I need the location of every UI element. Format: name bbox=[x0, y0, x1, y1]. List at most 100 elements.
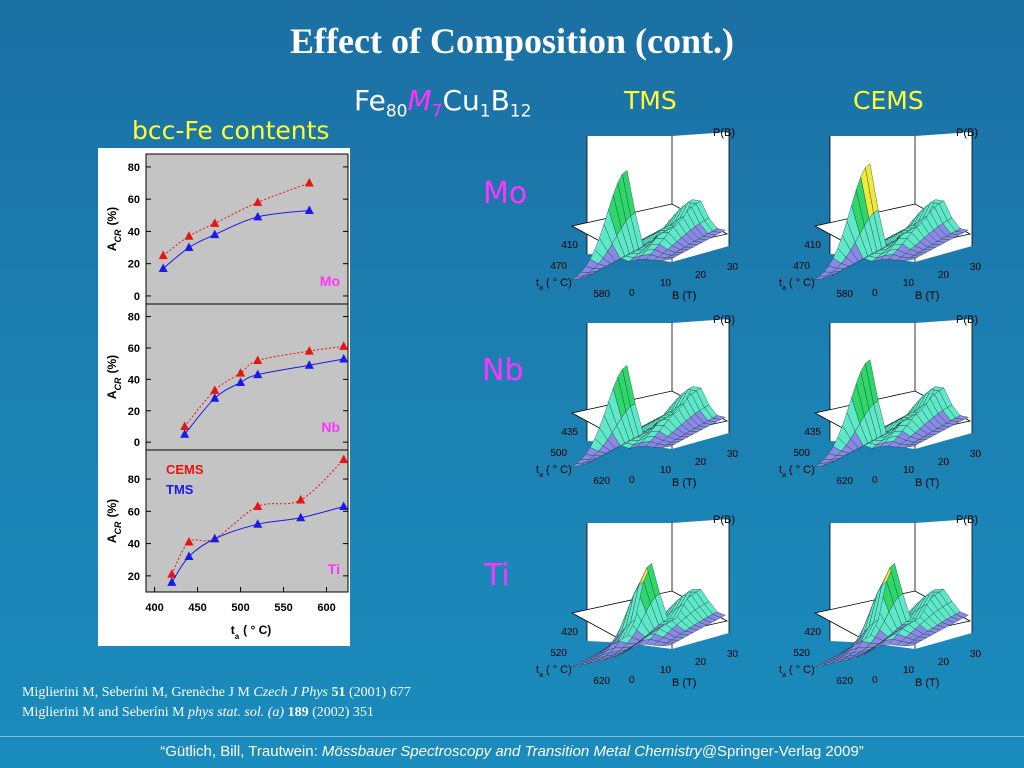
panel-frame bbox=[145, 303, 349, 451]
data-point-cems bbox=[184, 231, 194, 240]
ta-label-sub: a bbox=[539, 672, 543, 679]
surface-cell bbox=[955, 228, 969, 233]
surface-mesh bbox=[814, 359, 969, 468]
y-tick-label: 40 bbox=[128, 374, 140, 386]
data-point-tms bbox=[184, 551, 194, 560]
data-point-tms bbox=[236, 377, 246, 386]
y-tick-label: 40 bbox=[128, 226, 140, 238]
ta-tick-label: 435 bbox=[561, 427, 578, 438]
ta-axis-label: ta( ° C) bbox=[779, 464, 815, 479]
z-axis-label: P(B) bbox=[956, 127, 978, 139]
x-label-main: t bbox=[231, 623, 235, 637]
data-point-cems bbox=[253, 355, 263, 365]
footer-citation: “Gütlich, Bill, Trautwein: Mössbauer Spe… bbox=[160, 743, 864, 760]
b-tick-label: 10 bbox=[903, 665, 915, 676]
ta-label-sub: a bbox=[539, 285, 543, 292]
surface-cell bbox=[712, 415, 726, 420]
b-tick-label: 30 bbox=[970, 449, 982, 460]
z-axis-label: P(B) bbox=[956, 514, 978, 526]
legend-cems: CEMS bbox=[166, 462, 204, 477]
surface-mesh bbox=[814, 563, 969, 668]
data-point-cems bbox=[180, 421, 190, 430]
surface-cell bbox=[571, 662, 585, 668]
ta-tick-label: 410 bbox=[561, 240, 578, 251]
data-point-cems bbox=[304, 346, 314, 355]
data-point-tms bbox=[167, 577, 177, 586]
y-tick-label: 20 bbox=[128, 571, 140, 583]
b-tick-label: 0 bbox=[872, 288, 878, 299]
surface-plot-mo-cems: P(B) 0 10 20 30 B (T) 410 470 580 ta( ° C) bbox=[779, 127, 982, 302]
data-point-cems bbox=[339, 454, 349, 464]
surface-mesh bbox=[571, 365, 726, 468]
z-axis-label: P(B) bbox=[713, 314, 735, 326]
y-label-unit: (%) bbox=[105, 355, 119, 374]
data-point-tms bbox=[304, 205, 314, 214]
data-point-tms bbox=[253, 211, 263, 221]
b-tick-label: 0 bbox=[629, 675, 635, 686]
bcc-fe-heading: bcc-Fe contents bbox=[132, 116, 330, 145]
y-label-main: A bbox=[105, 390, 119, 399]
b-tick-label: 10 bbox=[660, 278, 672, 289]
ta-label-sub: a bbox=[539, 472, 543, 479]
ta-label-unit: ( ° C) bbox=[789, 664, 815, 676]
b-tick-label: 30 bbox=[727, 449, 739, 460]
x-label-sub: a bbox=[235, 632, 240, 641]
panel-nb: 0 20 40 60 80 ACR (%) Nb bbox=[105, 303, 349, 451]
b-tick-label: 30 bbox=[727, 649, 739, 660]
alloy-formula: Fe80M7Cu1B12 bbox=[354, 84, 532, 122]
y-label-main: A bbox=[105, 534, 119, 543]
data-point-tms bbox=[158, 263, 168, 273]
data-point-cems bbox=[253, 197, 263, 206]
b-axis-label: B (T) bbox=[672, 290, 696, 302]
b-tick-label: 20 bbox=[938, 657, 950, 668]
b-axis-label: B (T) bbox=[915, 290, 939, 302]
column-heading-cems: CEMS bbox=[853, 86, 924, 115]
panel-ti: 20 40 60 80 ACR (%) Ti CEMS TMS 400 450 500 550 600 ta… bbox=[105, 449, 349, 641]
data-point-cems bbox=[339, 341, 349, 350]
ta-tick-label: 520 bbox=[550, 648, 567, 659]
ta-label-unit: ( ° C) bbox=[546, 664, 572, 676]
y-tick-label: 20 bbox=[128, 406, 140, 418]
y-axis-label: ACR (%) bbox=[105, 207, 123, 251]
x-tick-label: 550 bbox=[274, 602, 292, 614]
ta-tick-label: 420 bbox=[561, 627, 578, 638]
data-point-cems bbox=[184, 536, 194, 546]
ta-tick-label: 470 bbox=[793, 261, 810, 272]
data-point-cems bbox=[304, 178, 314, 187]
b-tick-label: 10 bbox=[660, 465, 672, 476]
ta-label-main: t bbox=[779, 664, 782, 676]
x-tick-label: 500 bbox=[231, 602, 249, 614]
y-tick-label: 60 bbox=[128, 194, 140, 206]
ta-axis-label: ta( ° C) bbox=[536, 464, 572, 479]
references: Miglierini M, Seberíni M, Grenèche J M C… bbox=[22, 683, 411, 723]
panel-label: Ti bbox=[328, 561, 340, 577]
b-tick-label: 10 bbox=[660, 665, 672, 676]
ta-tick-label: 620 bbox=[593, 476, 610, 487]
data-point-tms bbox=[210, 393, 220, 402]
ta-label-unit: ( ° C) bbox=[789, 464, 815, 476]
ta-axis-label: ta( ° C) bbox=[779, 664, 815, 679]
b-axis-label: B (T) bbox=[672, 677, 696, 689]
surface-cell bbox=[955, 611, 969, 618]
ta-tick-label: 410 bbox=[804, 240, 821, 251]
slide-title: Effect of Composition (cont.) bbox=[290, 21, 734, 61]
surface-plot-ti-cems: P(B) 0 10 20 30 B (T) 420 520 620 ta( ° C) bbox=[779, 514, 982, 689]
panel-frame bbox=[145, 153, 349, 305]
b-tick-label: 0 bbox=[872, 675, 878, 686]
ta-label-unit: ( ° C) bbox=[546, 464, 572, 476]
z-axis-label: P(B) bbox=[956, 314, 978, 326]
b-tick-label: 30 bbox=[970, 649, 982, 660]
y-tick-label: 80 bbox=[128, 162, 140, 174]
ta-label-sub: a bbox=[782, 472, 786, 479]
x-tick-label: 450 bbox=[188, 602, 206, 614]
data-point-cems bbox=[158, 250, 168, 260]
x-tick-label: 600 bbox=[317, 602, 335, 614]
bcc-fe-contents-chart: 020406080ACR(%)Mo020406080ACR(%)Nb204060… bbox=[98, 148, 350, 646]
surface-cell bbox=[712, 611, 726, 618]
column-heading-tms: TMS bbox=[624, 86, 677, 115]
b-tick-label: 20 bbox=[695, 270, 707, 281]
data-point-tms bbox=[210, 533, 220, 543]
surface-mesh bbox=[571, 563, 726, 668]
ta-label-unit: ( ° C) bbox=[789, 277, 815, 289]
surface-plot-ti-tms: P(B) 0 10 20 30 B (T) 420 520 620 ta( ° C) bbox=[536, 514, 739, 689]
